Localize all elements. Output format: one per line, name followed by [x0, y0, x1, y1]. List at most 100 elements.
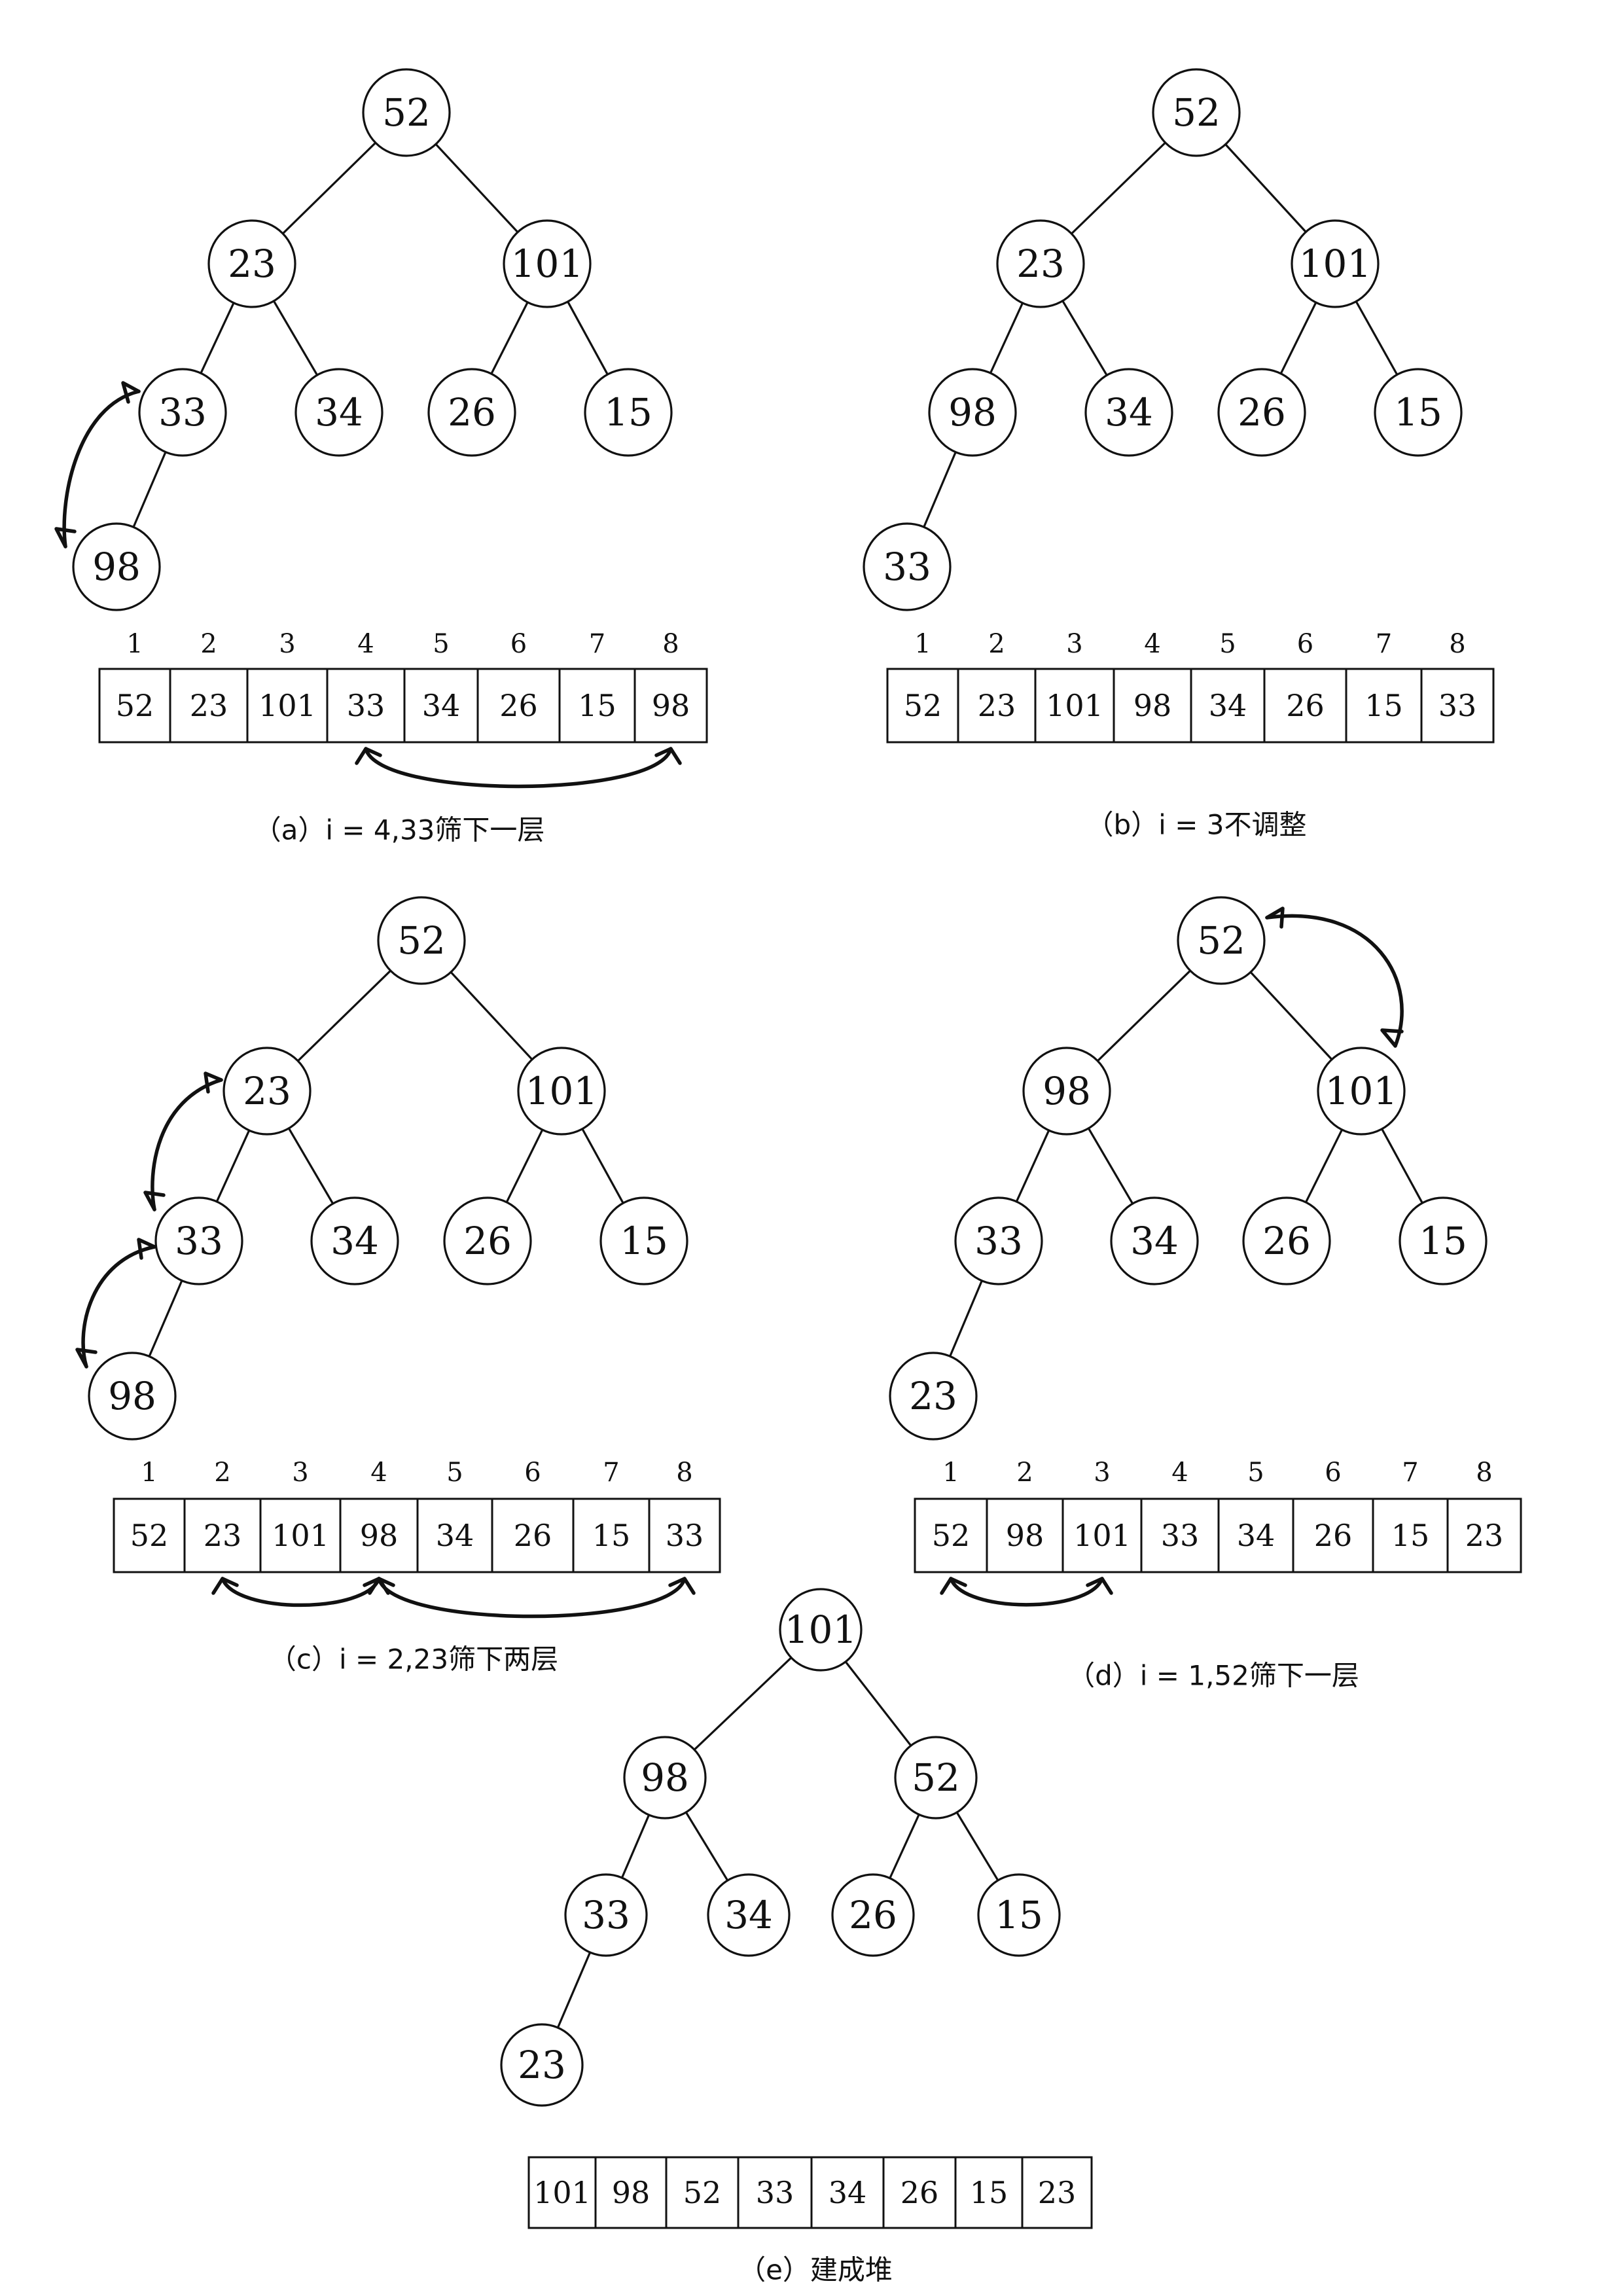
tree-node: 33	[154, 1196, 243, 1285]
caption-b: （b）i = 3不调整	[1086, 809, 1307, 841]
tree-edge	[1061, 300, 1108, 376]
array-cell	[1446, 1498, 1522, 1573]
tree-node-value: 34	[315, 390, 363, 435]
tree-node-value: 26	[849, 1893, 897, 1937]
array-cell-value: 23	[1465, 1518, 1504, 1553]
array-index-label: 5	[446, 1458, 463, 1488]
array-cell-value: 15	[1364, 688, 1403, 723]
tree-edge	[148, 1280, 183, 1357]
tree-node: 98	[928, 368, 1017, 457]
array-index-label: 3	[292, 1458, 308, 1488]
array-cell	[633, 668, 708, 744]
array-index-label: 2	[214, 1458, 230, 1488]
tree-node: 33	[863, 522, 952, 611]
tree-node-value: 52	[397, 918, 446, 963]
tree-edge	[949, 1280, 983, 1357]
array-cell-value: 23	[1038, 2175, 1077, 2210]
tree-node-value: 34	[724, 1893, 773, 1937]
tree-edge	[685, 1812, 729, 1881]
array-index-label: 5	[433, 629, 449, 659]
tree-edge	[1249, 971, 1333, 1060]
tree-node: 15	[1399, 1196, 1488, 1285]
tree-node: 26	[443, 1196, 532, 1285]
tree-node-value: 34	[330, 1219, 379, 1263]
tree-node-circle	[517, 1047, 606, 1136]
tree-node-value: 98	[641, 1755, 689, 1800]
array-cell	[882, 2156, 957, 2229]
array-cell-value: 101	[259, 688, 316, 723]
tree-edge	[889, 1814, 920, 1879]
tree-node-value: 98	[948, 390, 997, 435]
array-cell	[1140, 1498, 1220, 1573]
tree-node-circle	[996, 219, 1085, 308]
array-index-label: 7	[589, 629, 605, 659]
array-index-label: 6	[524, 1458, 541, 1488]
array-cell-value: 23	[190, 688, 228, 723]
tree-node-circle	[1022, 1047, 1111, 1136]
tree-edge	[450, 971, 533, 1060]
tree-node-value: 98	[1043, 1069, 1091, 1113]
array-cell	[1190, 668, 1266, 744]
tree-node-circle	[503, 219, 592, 308]
array-index-label: 4	[1144, 629, 1160, 659]
tree-node-value: 52	[382, 90, 431, 135]
tree-node-circle	[1177, 896, 1266, 985]
caption-d: （d）i = 1,52筛下一层	[1067, 1660, 1359, 1692]
tree-edge	[287, 1128, 334, 1204]
array-index-label: 4	[1171, 1458, 1188, 1488]
array-b: 52 23 101 98 34 26 15 331 2 3 4 5 6 7 8	[886, 629, 1495, 744]
tree-node-value: 33	[158, 390, 207, 435]
tree-node-circle	[500, 2023, 584, 2107]
array-index-label: 8	[662, 629, 679, 659]
tree-node: 15	[1374, 368, 1463, 457]
tree-node-circle	[977, 1873, 1061, 1957]
array-d: 52 98 101 33 34 26 15 231 2 3 4 5 6 7 8	[914, 1458, 1522, 1607]
tree-node-value: 23	[228, 242, 276, 286]
array-cell	[1263, 668, 1347, 744]
array-index-label: 5	[1247, 1458, 1264, 1488]
tree-node-value: 52	[1172, 90, 1221, 135]
tree-node-value: 33	[883, 545, 931, 589]
array-cell-value: 52	[116, 688, 154, 723]
tree-node-value: 15	[604, 390, 652, 435]
tree-edge	[844, 1660, 912, 1747]
array-cell-value: 101	[272, 1518, 329, 1553]
array-cell-value: 101	[533, 2175, 591, 2210]
tree-edge	[1015, 1130, 1050, 1202]
tree-b: 52 23 101 98 34 26 15 33	[863, 68, 1463, 611]
tree-node: 23	[996, 219, 1085, 308]
tree-node-circle	[584, 368, 673, 457]
tree-node-circle	[1374, 368, 1463, 457]
array-index-label: 5	[1219, 629, 1236, 659]
tree-node: 34	[294, 368, 383, 457]
tree-edge	[490, 302, 529, 374]
tree-node-value: 26	[448, 390, 496, 435]
array-cell	[957, 668, 1037, 744]
tree-edge	[923, 452, 957, 528]
tree-node-circle	[623, 1736, 707, 1820]
tree-node-value: 101	[1325, 1069, 1398, 1113]
array-cell-value: 52	[932, 1518, 971, 1553]
array-cell	[886, 668, 959, 744]
tree-node-circle	[427, 368, 516, 457]
array-cell	[416, 1498, 493, 1573]
caption-c: （c）i = 2,23筛下两层	[269, 1643, 558, 1676]
tree-c: 52 23 101 33 34 26 15 98	[88, 896, 688, 1441]
tree-node-circle	[223, 1047, 312, 1136]
tree-node-circle	[954, 1196, 1043, 1285]
tree-node-value: 101	[511, 242, 584, 286]
tree-node-circle	[310, 1196, 399, 1285]
tree-node-value: 26	[1238, 390, 1286, 435]
tree-node: 101	[517, 1047, 606, 1136]
tree-node: 52	[1152, 68, 1241, 157]
array-cell-value: 52	[130, 1518, 169, 1553]
array-index-label: 4	[357, 629, 374, 659]
tree-edge	[567, 301, 609, 375]
tree-node-value: 52	[912, 1755, 960, 1800]
array-index-label: 7	[1376, 629, 1392, 659]
array-cell-value: 26	[514, 1518, 552, 1553]
tree-node: 52	[362, 68, 451, 157]
array-cell-value: 33	[1438, 688, 1477, 723]
tree-node: 34	[1110, 1196, 1199, 1285]
array-e: 101 98 52 33 34 26 15 23	[527, 2156, 1093, 2229]
